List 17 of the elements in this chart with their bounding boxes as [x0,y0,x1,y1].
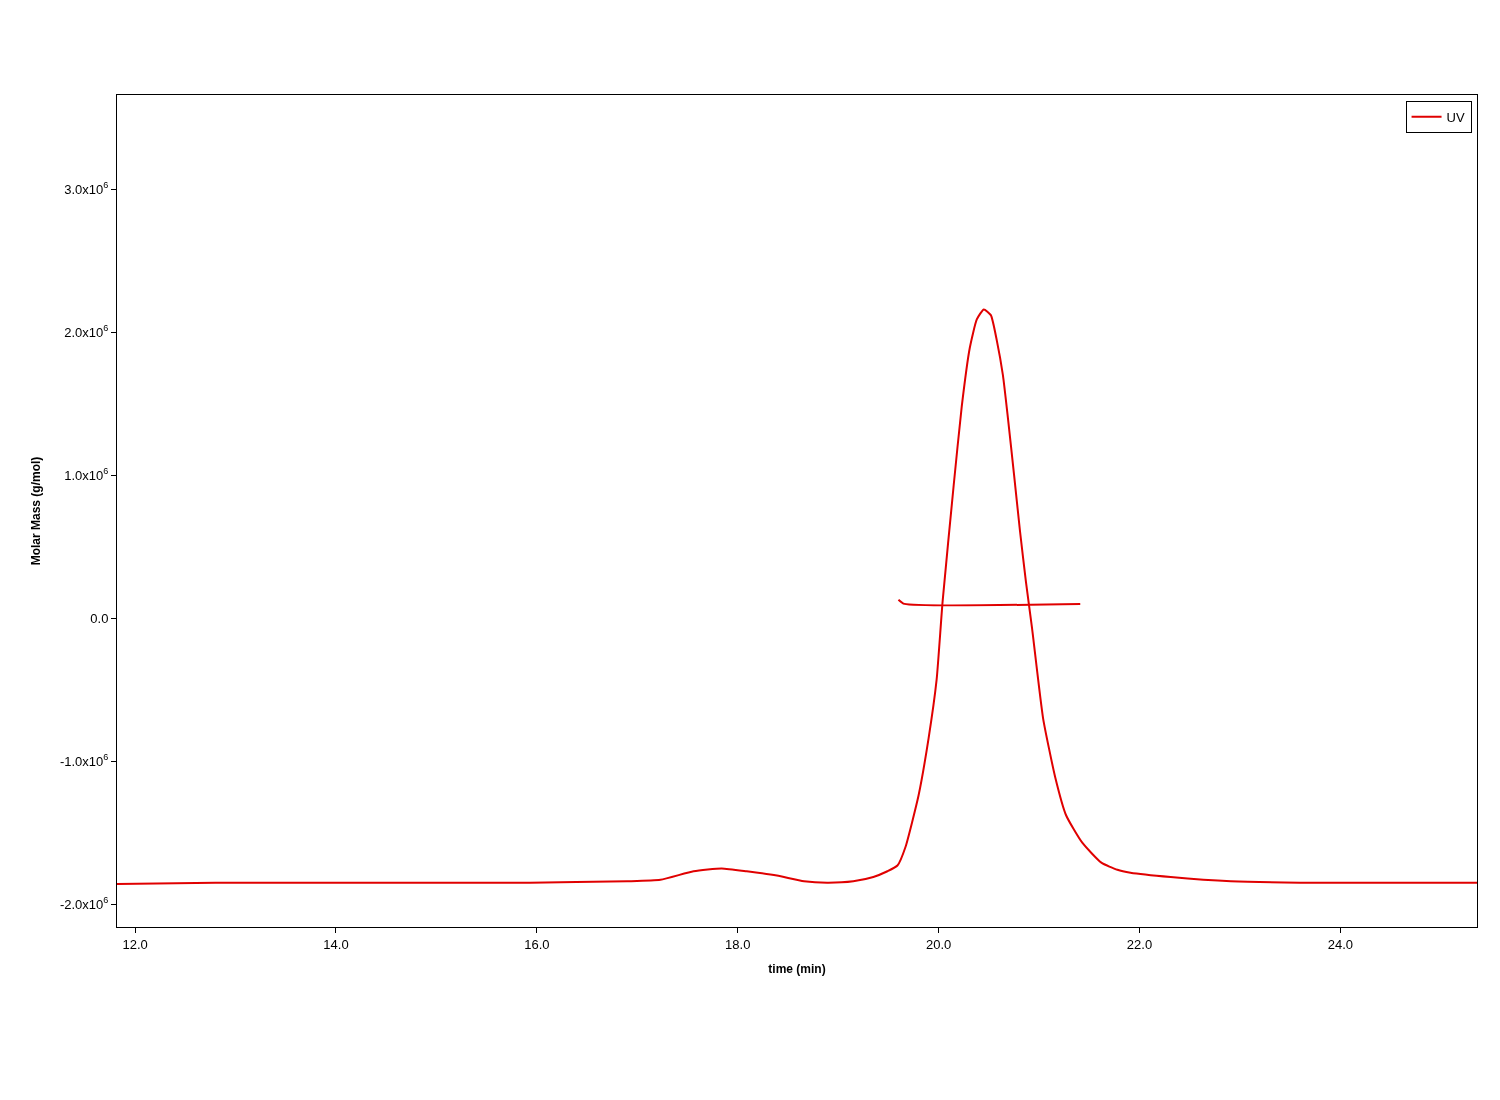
y-tick-label: -2.0x10$^{6}$ [59,895,109,912]
x-tick-label: 16.0 [524,936,550,952]
x-axis-title: time (min) [768,962,826,977]
x-tick-label: 12.0 [122,936,148,952]
line-series [117,308,1477,886]
y-tick-label: 2.0x10$^{6}$ [64,323,109,340]
y-tick-label: 1.0x10$^{6}$ [64,466,109,483]
x-tick-label: 20.0 [925,936,952,952]
y-tick-label: 0.0 [90,610,109,626]
x-tick-label: 24.0 [1327,936,1354,952]
x-tick-label: 22.0 [1126,936,1153,952]
y-tick-label: -1.0x10$^{6}$ [59,752,109,769]
x-tick-label: 14.0 [323,936,349,952]
y-tick-label: 3.0x10$^{6}$ [64,180,109,197]
legend-label: UV [1446,109,1465,125]
y-axis-title: Molar Mass (g/mol) [29,456,44,566]
x-tick-label: 18.0 [725,936,751,952]
